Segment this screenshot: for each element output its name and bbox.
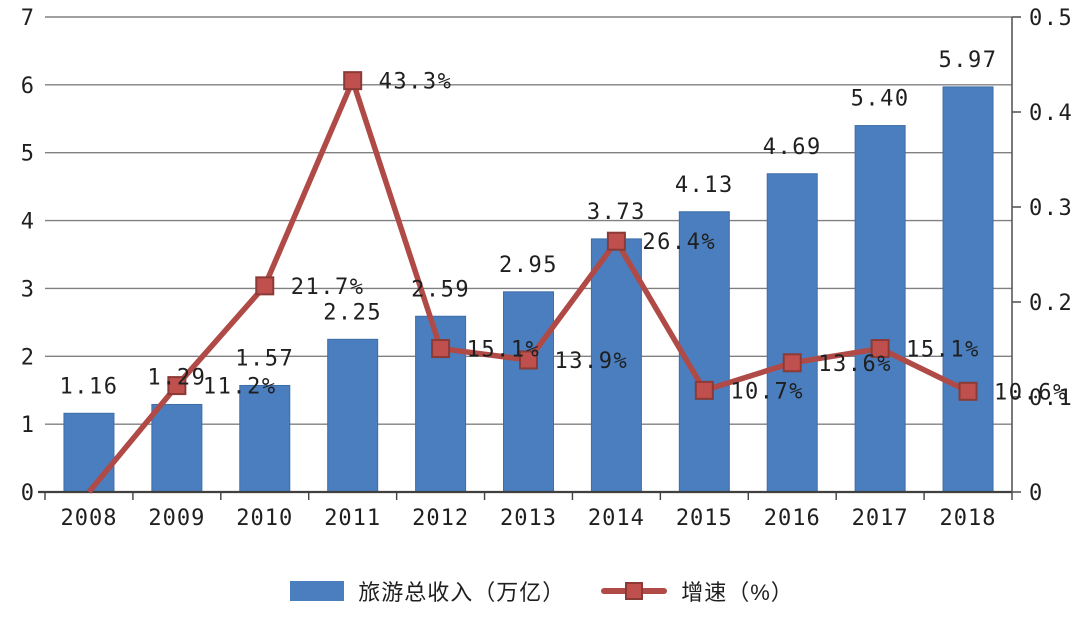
svg-text:2009: 2009 — [148, 506, 205, 531]
svg-text:0.1: 0.1 — [1029, 386, 1073, 411]
svg-text:0: 0 — [1029, 481, 1044, 506]
svg-text:3: 3 — [21, 277, 34, 302]
svg-text:10.7%: 10.7% — [730, 379, 804, 404]
svg-text:7: 7 — [21, 6, 34, 31]
svg-text:1.29: 1.29 — [147, 365, 206, 390]
legend-bar-series-label: 旅游总收入（万亿） — [358, 580, 566, 605]
svg-text:13.9%: 13.9% — [555, 349, 629, 374]
svg-text:0.5: 0.5 — [1029, 6, 1073, 31]
svg-text:4.13: 4.13 — [675, 173, 734, 198]
svg-text:21.7%: 21.7% — [291, 275, 365, 300]
svg-text:2015: 2015 — [676, 506, 733, 531]
svg-text:5.97: 5.97 — [939, 48, 998, 73]
legend-line-marker-icon — [625, 582, 644, 600]
bar-value-labels: 1.16 1.29 1.57 2.25 2.59 2.95 3.73 4.13 4.69 5.40… — [59, 48, 998, 399]
svg-text:2017: 2017 — [852, 506, 909, 531]
legend-line-swatch-icon — [601, 581, 668, 601]
svg-text:2016: 2016 — [764, 506, 821, 531]
svg-text:0.2: 0.2 — [1029, 291, 1073, 316]
svg-text:2011: 2011 — [324, 506, 381, 531]
svg-text:0: 0 — [21, 481, 34, 506]
svg-text:15.1%: 15.1% — [906, 338, 980, 363]
svg-text:2010: 2010 — [236, 506, 293, 531]
svg-text:43.3%: 43.3% — [379, 70, 453, 95]
bar-series — [63, 86, 994, 493]
svg-text:0.3: 0.3 — [1029, 196, 1073, 221]
chart-legend: 旅游总收入（万亿） 增速（%） — [0, 575, 1084, 607]
legend-line-series-label: 增速（%） — [681, 580, 794, 605]
svg-text:0.4: 0.4 — [1029, 101, 1073, 126]
svg-text:5.40: 5.40 — [851, 87, 910, 112]
legend-bar-swatch-icon — [290, 581, 345, 601]
svg-text:2012: 2012 — [412, 506, 469, 531]
svg-text:4.69: 4.69 — [763, 135, 822, 160]
svg-text:10.6%: 10.6% — [994, 380, 1068, 405]
svg-text:1.57: 1.57 — [235, 346, 294, 371]
svg-text:1: 1 — [21, 413, 34, 438]
left-axis: 0 1 2 3 4 5 6 7 — [21, 6, 34, 506]
svg-text:1.16: 1.16 — [59, 374, 118, 399]
svg-text:2.95: 2.95 — [499, 253, 558, 278]
svg-text:2014: 2014 — [588, 506, 645, 531]
line-markers — [167, 71, 978, 401]
svg-text:11.2%: 11.2% — [203, 375, 277, 400]
svg-text:2013: 2013 — [500, 506, 557, 531]
line-value-labels: 11.2% 21.7% 43.3% 15.1% 13.9% 26.4% 10.7% 13.6%… — [203, 70, 1068, 406]
svg-text:2: 2 — [21, 345, 34, 370]
right-axis: 0 0.1 0.2 0.3 0.4 0.5 — [1011, 6, 1073, 506]
svg-text:15.1%: 15.1% — [467, 338, 541, 363]
svg-text:4: 4 — [21, 210, 34, 235]
svg-text:2018: 2018 — [940, 506, 997, 531]
svg-text:26.4%: 26.4% — [642, 230, 716, 255]
svg-text:2.25: 2.25 — [323, 300, 382, 325]
svg-text:13.6%: 13.6% — [818, 352, 892, 377]
svg-text:6: 6 — [21, 74, 34, 99]
svg-text:2.59: 2.59 — [411, 277, 470, 302]
svg-text:5: 5 — [21, 142, 34, 167]
x-axis — [38, 490, 1013, 500]
svg-text:2008: 2008 — [60, 506, 117, 531]
x-axis-labels: 2008 2009 2010 2011 2012 2013 2014 2015 2016 2017… — [60, 506, 997, 531]
svg-text:3.73: 3.73 — [587, 200, 646, 225]
